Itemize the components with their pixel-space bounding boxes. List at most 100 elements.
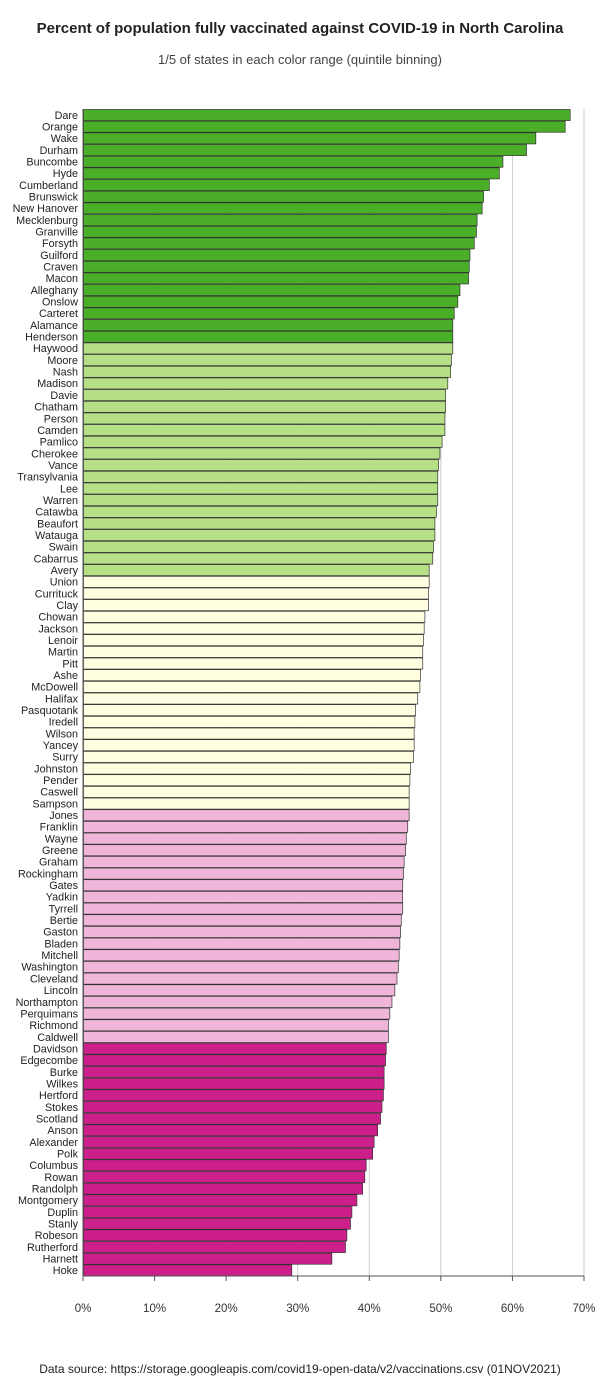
bar-caldwell [83, 1031, 389, 1043]
bar-washington [83, 961, 399, 973]
bar-brunswick [83, 190, 484, 203]
bar-alamance [83, 319, 454, 331]
bar-lee [83, 482, 439, 495]
bar-mitchell [83, 949, 400, 962]
category-label: Camden [37, 425, 78, 437]
category-label: Lee [60, 483, 78, 495]
category-label: Harnett [43, 1253, 78, 1265]
bar-surry [83, 750, 414, 763]
category-label: Perquimans [20, 1008, 78, 1020]
bar-polk [83, 1147, 373, 1160]
category-label: Robeson [35, 1230, 78, 1242]
category-label: Bladen [44, 938, 78, 950]
bar-macon [83, 272, 469, 285]
bar-pamlico [83, 435, 443, 448]
bar-sampson [83, 797, 410, 810]
category-label: Nash [53, 367, 78, 379]
category-label: Henderson [25, 332, 78, 344]
category-label: Hoke [53, 1265, 78, 1277]
bar-jones [83, 809, 410, 822]
bar-carteret [83, 307, 455, 320]
category-label: Ashe [53, 670, 78, 682]
category-label: Wilson [46, 728, 78, 740]
category-label: Cleveland [30, 973, 78, 985]
data-source-note: Data source: https://storage.googleapis.… [39, 1362, 561, 1376]
category-label: Pasquotank [21, 705, 79, 717]
category-label: Edgecombe [20, 1055, 78, 1067]
category-label: Davidson [33, 1043, 78, 1055]
category-label: Caswell [40, 787, 78, 799]
x-tick-label: 40% [358, 1303, 381, 1315]
bar-guilford [83, 249, 471, 261]
bar-mecklenburg [83, 214, 478, 226]
x-tick-label: 70% [572, 1303, 595, 1315]
bar-avery [83, 564, 430, 577]
chart-subtitle: 1/5 of states in each color range (quint… [157, 52, 442, 67]
category-label: Pamlico [40, 437, 78, 449]
bar-richmond [83, 1019, 389, 1032]
bar-lenoir [83, 634, 424, 647]
bar-bertie [83, 914, 402, 927]
bar-camden [83, 424, 446, 437]
bar-madison [83, 377, 449, 390]
category-label: Madison [37, 378, 78, 390]
category-label: Mitchell [41, 950, 78, 962]
category-label: Polk [57, 1148, 79, 1160]
bar-moore [83, 354, 452, 366]
category-label: Chatham [34, 402, 78, 414]
category-label: Graham [39, 857, 78, 869]
bar-perquimans [83, 1007, 391, 1020]
category-label: Brunswick [29, 192, 79, 204]
bar-bladen [83, 937, 401, 950]
category-label: Moore [47, 355, 78, 367]
bar-swain [83, 540, 434, 553]
category-label: Catawba [35, 507, 78, 519]
category-label: Pitt [62, 658, 78, 670]
category-label: Jones [49, 810, 78, 822]
bar-haywood [83, 342, 454, 355]
category-label: Avery [51, 565, 79, 577]
category-label: Craven [43, 262, 78, 274]
category-label: Currituck [35, 588, 79, 600]
category-label: Swain [49, 542, 78, 554]
bar-ashe [83, 669, 421, 682]
bar-warren [83, 494, 439, 507]
bar-henderson [83, 330, 454, 343]
bar-craven [83, 260, 470, 273]
category-label: Pender [43, 775, 78, 787]
x-tick-label: 10% [143, 1303, 166, 1315]
bar-chatham [83, 400, 447, 413]
bar-columbus [83, 1159, 367, 1172]
x-tick-label: 20% [215, 1303, 238, 1315]
category-label: Washington [21, 962, 78, 974]
category-label: Richmond [29, 1020, 78, 1032]
category-label: Jackson [38, 623, 78, 635]
bar-stokes [83, 1101, 383, 1113]
bar-scotland [83, 1112, 381, 1125]
bar-beaufort [83, 517, 436, 530]
bar-chowan [83, 610, 426, 623]
category-label: Wilkes [46, 1078, 78, 1090]
bar-onslow [83, 295, 459, 308]
category-label: Columbus [29, 1160, 78, 1172]
category-label: Alexander [29, 1137, 78, 1149]
category-label: Greene [42, 845, 78, 857]
category-label: Tyrrell [49, 903, 78, 915]
bar-catawba [83, 505, 437, 518]
bar-wilson [83, 727, 415, 740]
category-label: Warren [43, 495, 78, 507]
category-label: Randolph [32, 1183, 78, 1195]
bar-cleveland [83, 972, 398, 985]
category-label: Iredell [49, 717, 78, 729]
bar-martin [83, 645, 424, 658]
bar-wilkes [83, 1077, 385, 1090]
bar-rowan [83, 1171, 366, 1183]
category-label: Mecklenburg [16, 215, 78, 227]
category-label: Yancey [43, 740, 79, 752]
bar-jackson [83, 622, 425, 635]
bar-montgomery [83, 1194, 358, 1207]
category-label: Sampson [32, 798, 78, 810]
category-label: Onslow [42, 297, 78, 309]
category-label: Lincoln [44, 985, 78, 997]
bar-gates [83, 879, 404, 892]
